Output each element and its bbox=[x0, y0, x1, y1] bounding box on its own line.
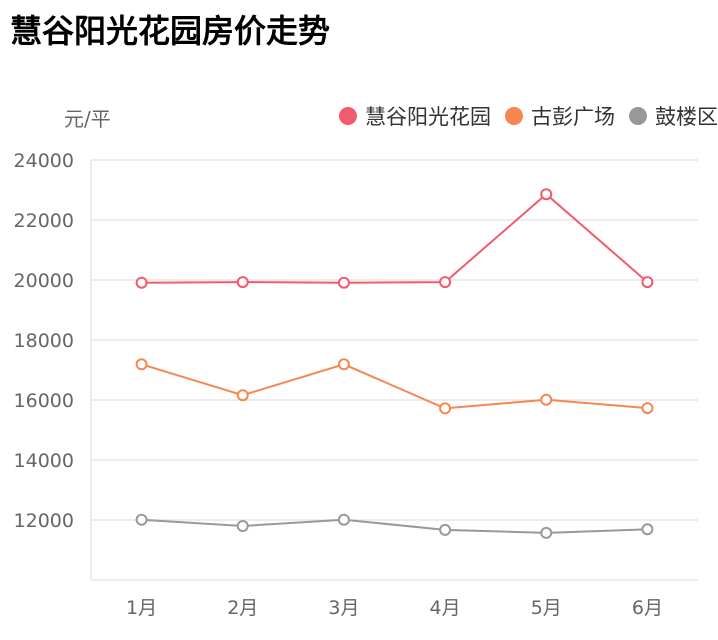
data-point bbox=[236, 389, 249, 402]
legend-label: 慧谷阳光花园 bbox=[365, 105, 491, 129]
y-tick-label: 12000 bbox=[14, 510, 74, 532]
y-tick-label: 22000 bbox=[14, 210, 74, 232]
legend-marker-icon bbox=[629, 107, 647, 125]
y-tick-label: 24000 bbox=[14, 150, 74, 172]
data-point bbox=[641, 276, 654, 289]
data-point bbox=[540, 393, 553, 406]
legend-marker-icon bbox=[505, 107, 523, 125]
legend-marker-icon bbox=[339, 107, 357, 125]
legend-label: 鼓楼区 bbox=[655, 105, 718, 129]
legend: 慧谷阳光花园 古彭广场 鼓楼区 bbox=[339, 101, 718, 131]
chart-title: 慧谷阳光花园房价走势 bbox=[10, 12, 331, 50]
data-point bbox=[337, 513, 350, 526]
legend-item[interactable]: 古彭广场 bbox=[505, 101, 615, 131]
legend-label: 古彭广场 bbox=[531, 105, 615, 129]
data-point bbox=[337, 358, 350, 371]
x-tick-label: 5月 bbox=[531, 597, 562, 619]
x-tick-label: 4月 bbox=[430, 597, 461, 619]
legend-item[interactable]: 鼓楼区 bbox=[629, 101, 718, 131]
data-point bbox=[135, 358, 148, 371]
y-tick-label: 16000 bbox=[14, 390, 74, 412]
y-tick-label: 18000 bbox=[14, 330, 74, 352]
data-point bbox=[135, 276, 148, 289]
x-tick-label: 2月 bbox=[227, 597, 258, 619]
x-tick-label: 3月 bbox=[328, 597, 359, 619]
y-axis-unit: 元/平 bbox=[64, 107, 111, 131]
data-point bbox=[236, 276, 249, 289]
series-line bbox=[141, 518, 648, 534]
y-tick-label: 20000 bbox=[14, 270, 74, 292]
data-point bbox=[540, 188, 553, 201]
data-point bbox=[135, 513, 148, 526]
y-tick-label: 14000 bbox=[14, 450, 74, 472]
x-tick-label: 1月 bbox=[126, 597, 157, 619]
series-line bbox=[141, 363, 648, 410]
data-point bbox=[439, 402, 452, 415]
data-point bbox=[540, 526, 553, 539]
data-point bbox=[641, 523, 654, 536]
data-point bbox=[439, 276, 452, 289]
data-point bbox=[236, 520, 249, 532]
data-point bbox=[439, 523, 452, 536]
data-point bbox=[337, 276, 350, 289]
series-line bbox=[141, 192, 649, 284]
x-tick-label: 6月 bbox=[632, 597, 663, 619]
legend-item[interactable]: 慧谷阳光花园 bbox=[339, 101, 491, 131]
data-point bbox=[641, 402, 654, 415]
